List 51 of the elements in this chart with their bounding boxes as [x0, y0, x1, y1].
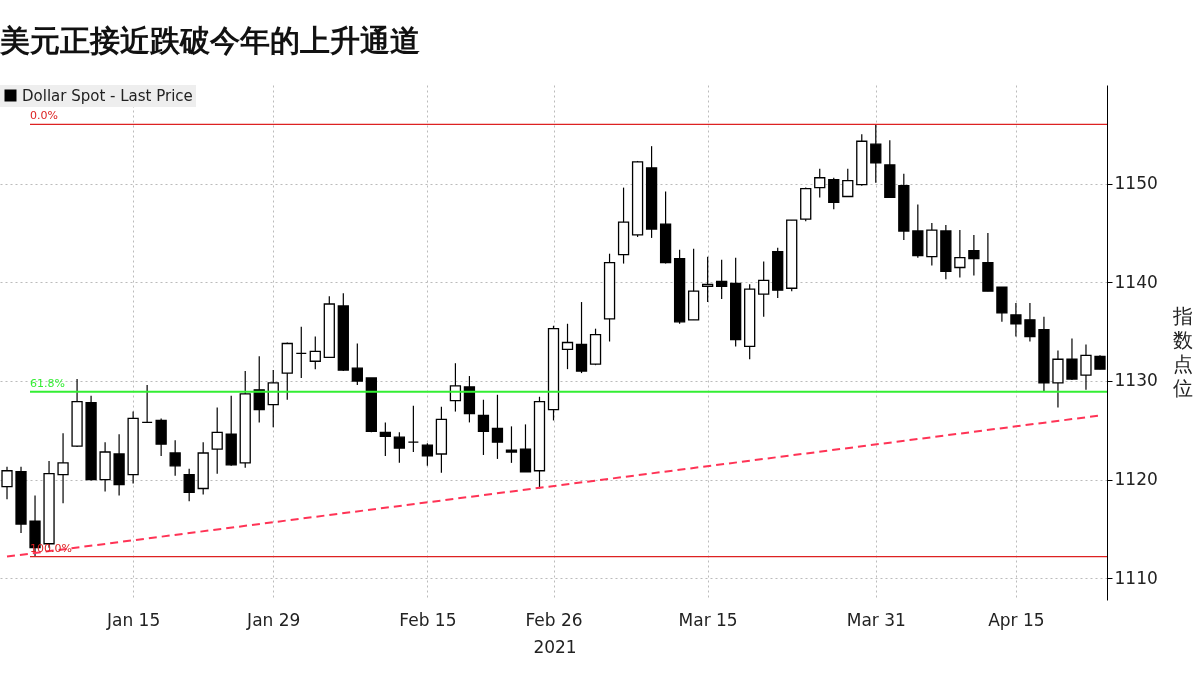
candlestick: [295, 326, 307, 379]
candlestick: [701, 256, 714, 303]
candlestick: [421, 442, 434, 467]
legend-label: Dollar Spot - Last Price: [22, 86, 193, 105]
text: 2021: [533, 637, 577, 657]
candlestick: [968, 234, 980, 277]
candlestick: [505, 425, 518, 464]
y-axis-title: 指数点位: [1171, 304, 1193, 401]
candlestick: [211, 407, 223, 475]
candlestick: [155, 417, 167, 457]
candlestick: [1010, 302, 1022, 338]
candlestick: [758, 261, 770, 318]
candlestick: [491, 394, 504, 460]
candlestick: [183, 468, 195, 502]
candlestick: [141, 384, 153, 424]
y-tick-label: 1130: [1114, 370, 1158, 391]
x-tick-label: Jan 29: [246, 609, 301, 630]
annotation: 0.0%: [30, 109, 58, 123]
candlestick: [1080, 343, 1092, 391]
candlestick: [1024, 302, 1036, 343]
candlestick: [477, 399, 490, 456]
x-tick-label: Apr 15: [988, 609, 1045, 630]
x-tick-label: Mar 31: [846, 609, 906, 630]
candlestick: [407, 405, 420, 453]
chart-title: 美元正接近跌破今年的上升通道: [0, 23, 420, 58]
candlestick: [169, 439, 181, 477]
x-tick-label: Jan 15: [106, 609, 161, 630]
x-tick-label: Feb 26: [525, 609, 583, 630]
candlestick: [828, 177, 840, 210]
candlestick: [351, 342, 363, 386]
candlestick: [842, 168, 854, 198]
y-tick-label: 1120: [1114, 469, 1158, 490]
candlestick: [1052, 349, 1064, 409]
candlestick: [309, 335, 321, 370]
y-tick-label: 1110: [1114, 567, 1158, 588]
candlestick: [393, 431, 406, 464]
candlestick: [267, 369, 279, 428]
candlestick: [57, 432, 69, 504]
candlestick: [954, 229, 966, 278]
candlestick: [1066, 337, 1078, 381]
candlestick: [379, 421, 391, 457]
y-tick-label: 1150: [1114, 173, 1158, 194]
y-tick-label: 1140: [1114, 271, 1158, 292]
candlestick: [814, 168, 826, 199]
annotation: 61.8%: [30, 376, 65, 390]
candlestick: [870, 123, 882, 184]
candlestick: [519, 423, 532, 473]
x-tick-label: Feb 15: [399, 609, 457, 630]
candlestick: [716, 259, 728, 300]
candlestick: [561, 323, 574, 370]
x-tick-label: Mar 15: [678, 609, 738, 630]
